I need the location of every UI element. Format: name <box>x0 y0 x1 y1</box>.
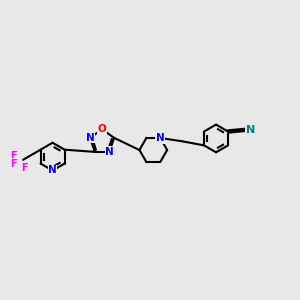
Text: N: N <box>105 147 114 157</box>
Text: O: O <box>98 124 106 134</box>
Text: F: F <box>11 151 17 161</box>
Text: F: F <box>11 159 17 169</box>
Text: N: N <box>48 166 57 176</box>
Text: N: N <box>86 133 94 143</box>
Text: F: F <box>21 163 28 173</box>
Text: N: N <box>156 133 165 143</box>
Text: N: N <box>246 125 255 135</box>
